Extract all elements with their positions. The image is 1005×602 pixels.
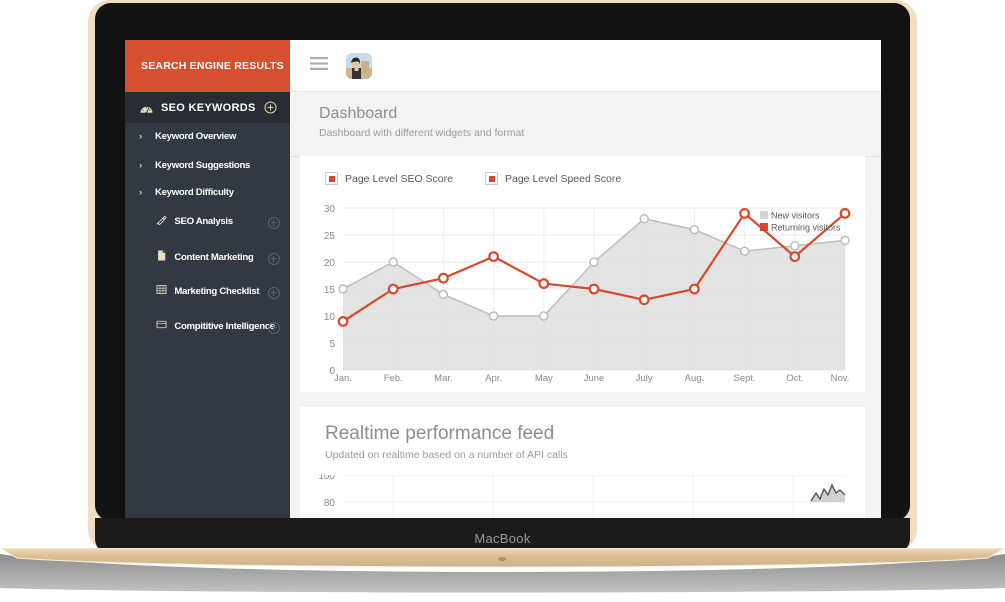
svg-text:Oct.: Oct.	[786, 373, 803, 383]
svg-text:New visitors: New visitors	[771, 211, 820, 221]
svg-text:10: 10	[324, 312, 336, 323]
svg-text:100: 100	[318, 475, 335, 482]
svg-text:Feb.: Feb.	[384, 373, 403, 383]
svg-text:June: June	[584, 373, 605, 383]
svg-text:Mar.: Mar.	[434, 373, 452, 383]
svg-text:25: 25	[324, 231, 336, 242]
svg-text:30: 30	[324, 204, 336, 215]
svg-text:Apr.: Apr.	[485, 373, 502, 383]
svg-text:Nov.: Nov.	[831, 373, 850, 383]
svg-text:May: May	[535, 373, 553, 383]
svg-text:15: 15	[324, 285, 336, 296]
svg-text:Jan.: Jan.	[334, 373, 352, 383]
svg-text:Sept.: Sept.	[734, 373, 756, 383]
svg-text:July: July	[636, 373, 653, 383]
svg-text:Returning visitors: Returning visitors	[771, 223, 841, 233]
svg-text:20: 20	[324, 258, 336, 269]
svg-text:80: 80	[324, 498, 336, 509]
svg-text:Aug.: Aug.	[685, 373, 705, 383]
svg-text:5: 5	[329, 339, 335, 350]
